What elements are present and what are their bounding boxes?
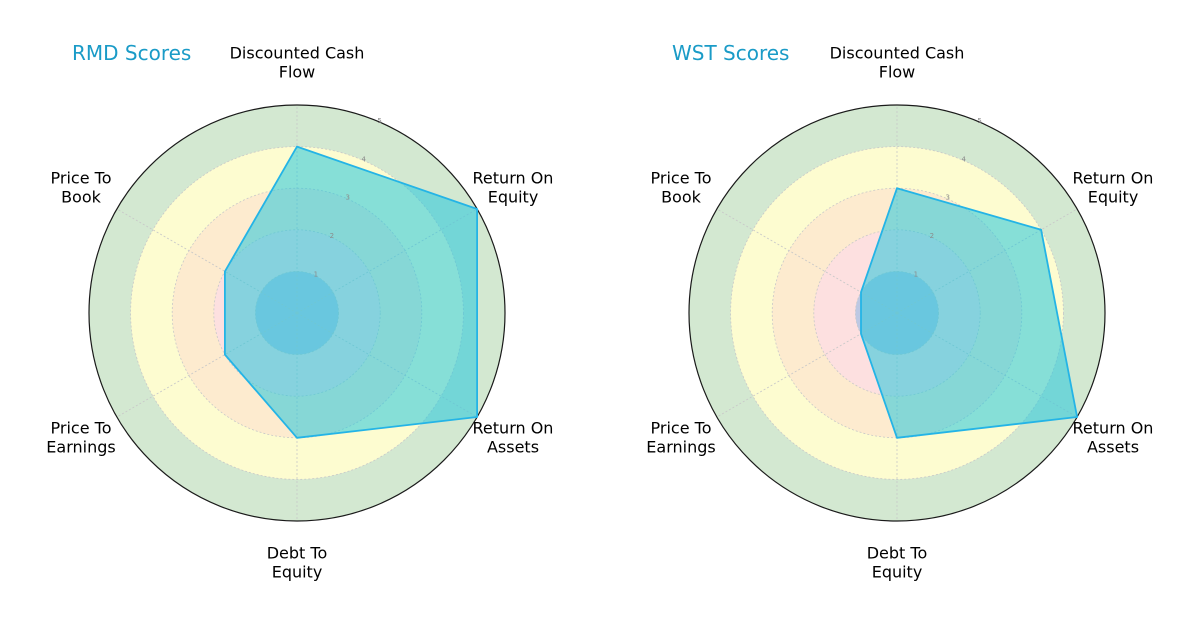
- spoke-5: [116, 312, 298, 418]
- outer-frame: [688, 104, 1106, 522]
- axis-label-6: Price To Book: [651, 169, 712, 207]
- r-tick-label-5: 5: [377, 117, 381, 125]
- axis-label-3: Return On Assets: [473, 419, 554, 457]
- axis-label-4: Debt To Equity: [267, 544, 328, 582]
- axis-label-line: Price To: [51, 169, 112, 188]
- r-tick-label-4: 4: [961, 155, 966, 163]
- r-tick-label-4: 4: [361, 155, 366, 163]
- axis-label-1: Discounted Cash Flow: [230, 44, 365, 82]
- axis-label-line: Return On: [473, 169, 554, 188]
- spoke-6: [716, 208, 898, 314]
- r-tick-label-5: 5: [977, 117, 981, 125]
- axis-label-line: Equity: [872, 563, 923, 582]
- axis-label-line: Return On: [1073, 169, 1154, 188]
- axis-label-line: Equity: [1088, 188, 1139, 207]
- r-tick-label-3: 3: [946, 194, 950, 202]
- axis-label-line: Debt To: [267, 544, 328, 563]
- axis-label-line: Return On: [473, 419, 554, 438]
- outer-frame: [88, 104, 506, 522]
- axis-label-2: Return On Equity: [473, 169, 554, 207]
- axis-label-line: Book: [61, 188, 102, 207]
- axis-label-line: Price To: [51, 419, 112, 438]
- axis-label-line: Earnings: [46, 438, 115, 457]
- chart-title: RMD Scores: [72, 41, 191, 65]
- r-tick-label-1: 1: [314, 271, 318, 279]
- r-tick-label-1: 1: [914, 271, 918, 279]
- r-tick-label-2: 2: [930, 232, 934, 240]
- chart-title: WST Scores: [672, 41, 789, 65]
- r-tick-label-2: 2: [330, 232, 334, 240]
- axis-label-line: Discounted Cash: [230, 44, 365, 63]
- spoke-5: [716, 312, 898, 418]
- axis-label-line: Assets: [487, 438, 539, 457]
- axis-label-line: Discounted Cash: [830, 44, 965, 63]
- axis-label-2: Return On Equity: [1073, 169, 1154, 207]
- axis-label-line: Price To: [651, 169, 712, 188]
- axis-label-1: Discounted Cash Flow: [830, 44, 965, 82]
- axis-label-line: Debt To: [867, 544, 928, 563]
- r-tick-label-3: 3: [346, 194, 350, 202]
- axis-label-line: Equity: [488, 188, 539, 207]
- axis-label-line: Equity: [272, 563, 323, 582]
- axis-label-line: Book: [661, 188, 702, 207]
- spoke-6: [116, 208, 298, 314]
- axis-label-3: Return On Assets: [1073, 419, 1154, 457]
- axis-label-line: Flow: [879, 63, 916, 82]
- axis-label-5: Price To Earnings: [46, 419, 115, 457]
- axis-label-line: Earnings: [646, 438, 715, 457]
- axis-label-line: Flow: [279, 63, 316, 82]
- axis-label-line: Assets: [1087, 438, 1139, 457]
- grid-circle-4: [730, 146, 1064, 480]
- axis-label-line: Return On: [1073, 419, 1154, 438]
- axis-label-line: Price To: [651, 419, 712, 438]
- axis-label-5: Price To Earnings: [646, 419, 715, 457]
- axis-label-4: Debt To Equity: [867, 544, 928, 582]
- axis-label-6: Price To Book: [51, 169, 112, 207]
